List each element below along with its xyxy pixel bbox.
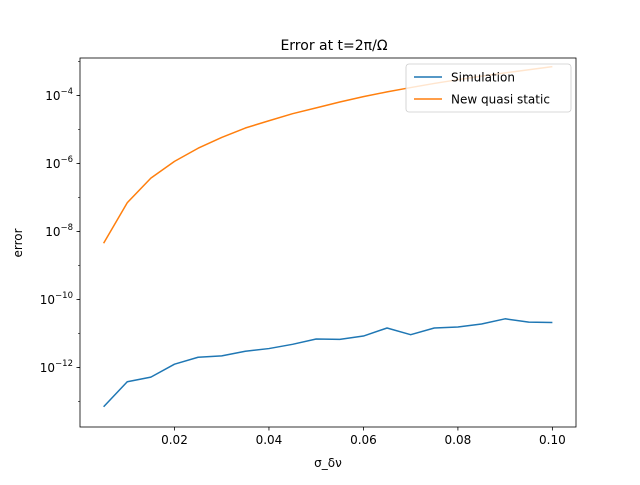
y-axis-label: error bbox=[11, 228, 25, 257]
y-tick-label-3: 10−6 bbox=[45, 155, 73, 171]
legend-box bbox=[405, 63, 572, 113]
axes: 0.02 0.04 0.06 0.08 0.10 10−12 10−10 10−8 10−6 10… bbox=[40, 57, 577, 447]
y-tick-label-4: 10−4 bbox=[45, 87, 73, 103]
legend: Simulation New quasi static bbox=[405, 63, 572, 113]
y-tick-label-0: 10−12 bbox=[40, 359, 73, 375]
y-tick-label-2: 10−8 bbox=[45, 223, 73, 239]
y-tick-label-1: 10−10 bbox=[40, 291, 73, 307]
legend-label-0: Simulation bbox=[451, 71, 515, 85]
x-tick-label-3: 0.08 bbox=[445, 433, 472, 447]
series-line-0 bbox=[103, 318, 553, 408]
x-axis-label: σ_δν bbox=[314, 456, 342, 470]
x-tick-label-1: 0.04 bbox=[256, 433, 283, 447]
axes-frame bbox=[79, 57, 577, 428]
x-tick-label-2: 0.06 bbox=[350, 433, 377, 447]
legend-label-1: New quasi static bbox=[451, 93, 550, 107]
x-tick-label-0: 0.02 bbox=[161, 433, 188, 447]
x-tick-label-4: 0.10 bbox=[539, 433, 566, 447]
chart-title: Error at t=2π/Ω bbox=[280, 38, 387, 54]
